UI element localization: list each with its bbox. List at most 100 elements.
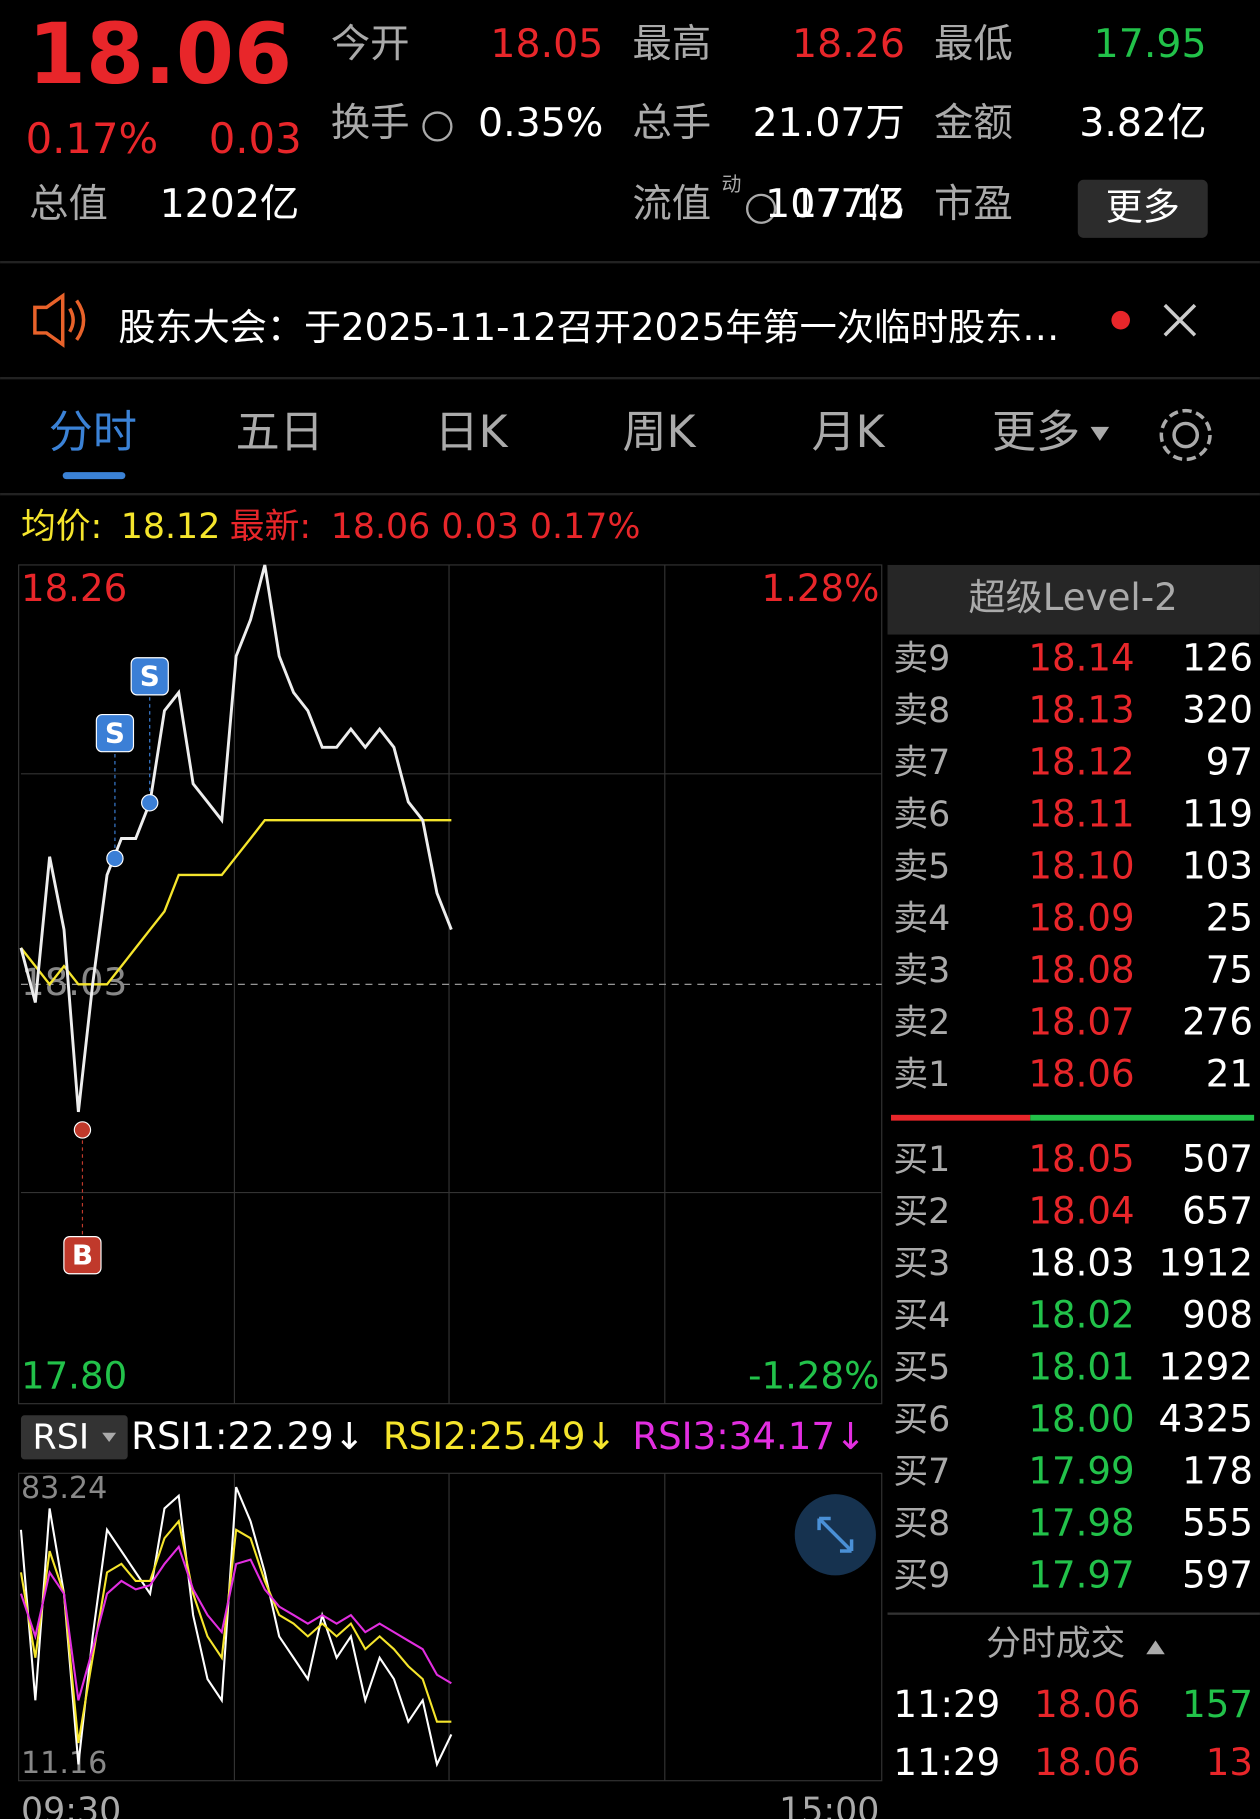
info-icon[interactable]: [422, 111, 453, 142]
ask-ratio-bar: [891, 1114, 1031, 1121]
trade-time: 11:29: [893, 1683, 1000, 1726]
tab[interactable]: 月K: [812, 407, 886, 458]
book-label: 买8: [893, 1504, 950, 1544]
tab[interactable]: 更多: [992, 407, 1080, 458]
rsi-line: [19, 1544, 452, 1701]
book-price: 18.14: [1028, 637, 1134, 680]
rsi-line: [19, 1486, 453, 1768]
more-button[interactable]: [1077, 179, 1208, 238]
book-price: 18.04: [1028, 1190, 1134, 1233]
tab-underline: [62, 472, 126, 480]
book-label: 买1: [893, 1140, 950, 1180]
expand-icon[interactable]: [817, 1516, 854, 1553]
bid-ratio-bar: [1030, 1114, 1255, 1121]
stat-value: 1077亿: [765, 181, 905, 227]
book-price: 18.12: [1028, 741, 1134, 784]
pct-bottom-label: -1.28%: [748, 1355, 879, 1398]
tab[interactable]: 分时: [49, 407, 137, 458]
rsi-legend: RSI1:22.29↓: [131, 1415, 365, 1458]
marker-label[interactable]: B: [72, 1238, 93, 1271]
book-price: 18.10: [1028, 844, 1134, 887]
dropdown-arrow[interactable]: [1090, 426, 1110, 441]
divider: [887, 1612, 1260, 1615]
marker-badge[interactable]: [130, 657, 169, 696]
unread-dot: [1111, 310, 1130, 330]
time-start: 09:30: [21, 1791, 121, 1819]
book-label: 卖1: [893, 1055, 950, 1095]
stat-label: 换手: [331, 100, 410, 146]
book-volume: 1292: [1159, 1346, 1253, 1389]
trades-title[interactable]: 分时成交: [986, 1624, 1125, 1664]
trade-price: 18.06: [1034, 1683, 1140, 1726]
dropdown-arrow[interactable]: [102, 1432, 117, 1442]
y-bottom-label: 17.80: [21, 1355, 127, 1398]
change-pct: 0.17%: [26, 114, 159, 163]
stat-label: 总手: [632, 100, 711, 146]
marker-badge[interactable]: [63, 1236, 102, 1275]
close-icon[interactable]: [1163, 303, 1197, 337]
tab[interactable]: 日K: [435, 407, 509, 458]
rsi-legend: RSI3:34.17↓: [632, 1415, 866, 1458]
more-label[interactable]: 更多: [1106, 185, 1180, 228]
book-volume: 1912: [1159, 1242, 1253, 1285]
book-label: 买3: [893, 1244, 950, 1284]
stat-value: 0.35%: [478, 100, 603, 146]
book-volume: 126: [1182, 637, 1253, 680]
book-price: 18.06: [1028, 1052, 1134, 1095]
stat-value: 21.07万: [753, 100, 905, 146]
book-volume: 597: [1182, 1554, 1253, 1597]
pe-badge: 动: [722, 173, 742, 196]
book-label: 买2: [893, 1192, 950, 1232]
last-value: 18.06 0.03 0.17%: [331, 507, 641, 547]
change: 0.03: [209, 114, 302, 163]
stat-label: 流值: [632, 181, 711, 227]
marker-badge[interactable]: [95, 714, 135, 753]
book-volume: 119: [1182, 792, 1253, 835]
book-label: 卖3: [893, 951, 950, 991]
book-label: 买6: [893, 1400, 950, 1440]
book-price: 18.03: [1028, 1242, 1134, 1285]
level2-header: [887, 564, 1260, 635]
book-price: 17.99: [1028, 1450, 1134, 1493]
stat-value: 1202亿: [160, 181, 300, 227]
rsi-line: [19, 1518, 452, 1744]
book-price: 18.08: [1028, 948, 1134, 991]
marker-label[interactable]: S: [105, 716, 125, 749]
stat-value: 18.26: [792, 21, 905, 67]
rsi-selector-label[interactable]: RSI: [33, 1417, 90, 1457]
book-volume: 178: [1182, 1450, 1253, 1493]
stat-value: 17.95: [1094, 21, 1207, 67]
speaker-icon: [33, 292, 86, 348]
book-volume: 103: [1182, 844, 1253, 887]
book-price: 18.11: [1028, 792, 1134, 835]
stat-value: 18.05: [490, 21, 603, 67]
tab[interactable]: 周K: [623, 407, 697, 458]
notice-text[interactable]: 股东大会：于2025-11-12召开2025年第一次临时股东…: [118, 306, 1059, 349]
price-line: [19, 564, 453, 1113]
book-volume: 21: [1206, 1052, 1253, 1095]
marker-dot: [141, 794, 159, 812]
book-volume: 97: [1206, 741, 1253, 784]
book-label: 卖8: [893, 691, 950, 731]
stat-label: 总值: [29, 181, 108, 227]
rsi-tick-label: 11.16: [21, 1746, 107, 1781]
stat-label: 金额: [934, 100, 1013, 146]
book-price: 18.02: [1028, 1294, 1134, 1337]
stat-value: 3.82亿: [1079, 100, 1206, 146]
sort-arrow[interactable]: [1146, 1640, 1165, 1655]
book-label: 买7: [893, 1452, 950, 1492]
y-top-label: 18.26: [21, 567, 127, 610]
time-end: 15:00: [779, 1791, 879, 1819]
book-label: 卖5: [893, 847, 950, 887]
tab[interactable]: 五日: [236, 407, 324, 458]
rsi-selector[interactable]: [20, 1415, 128, 1460]
book-volume: 507: [1182, 1138, 1253, 1181]
info-icon[interactable]: [746, 193, 777, 224]
book-price: 18.05: [1028, 1138, 1134, 1181]
marker-label[interactable]: S: [140, 659, 160, 692]
stat-label: 最高: [632, 21, 711, 67]
book-price: 18.09: [1028, 896, 1134, 939]
stat-label: 最低: [934, 21, 1013, 67]
settings-icon[interactable]: [1159, 408, 1212, 462]
